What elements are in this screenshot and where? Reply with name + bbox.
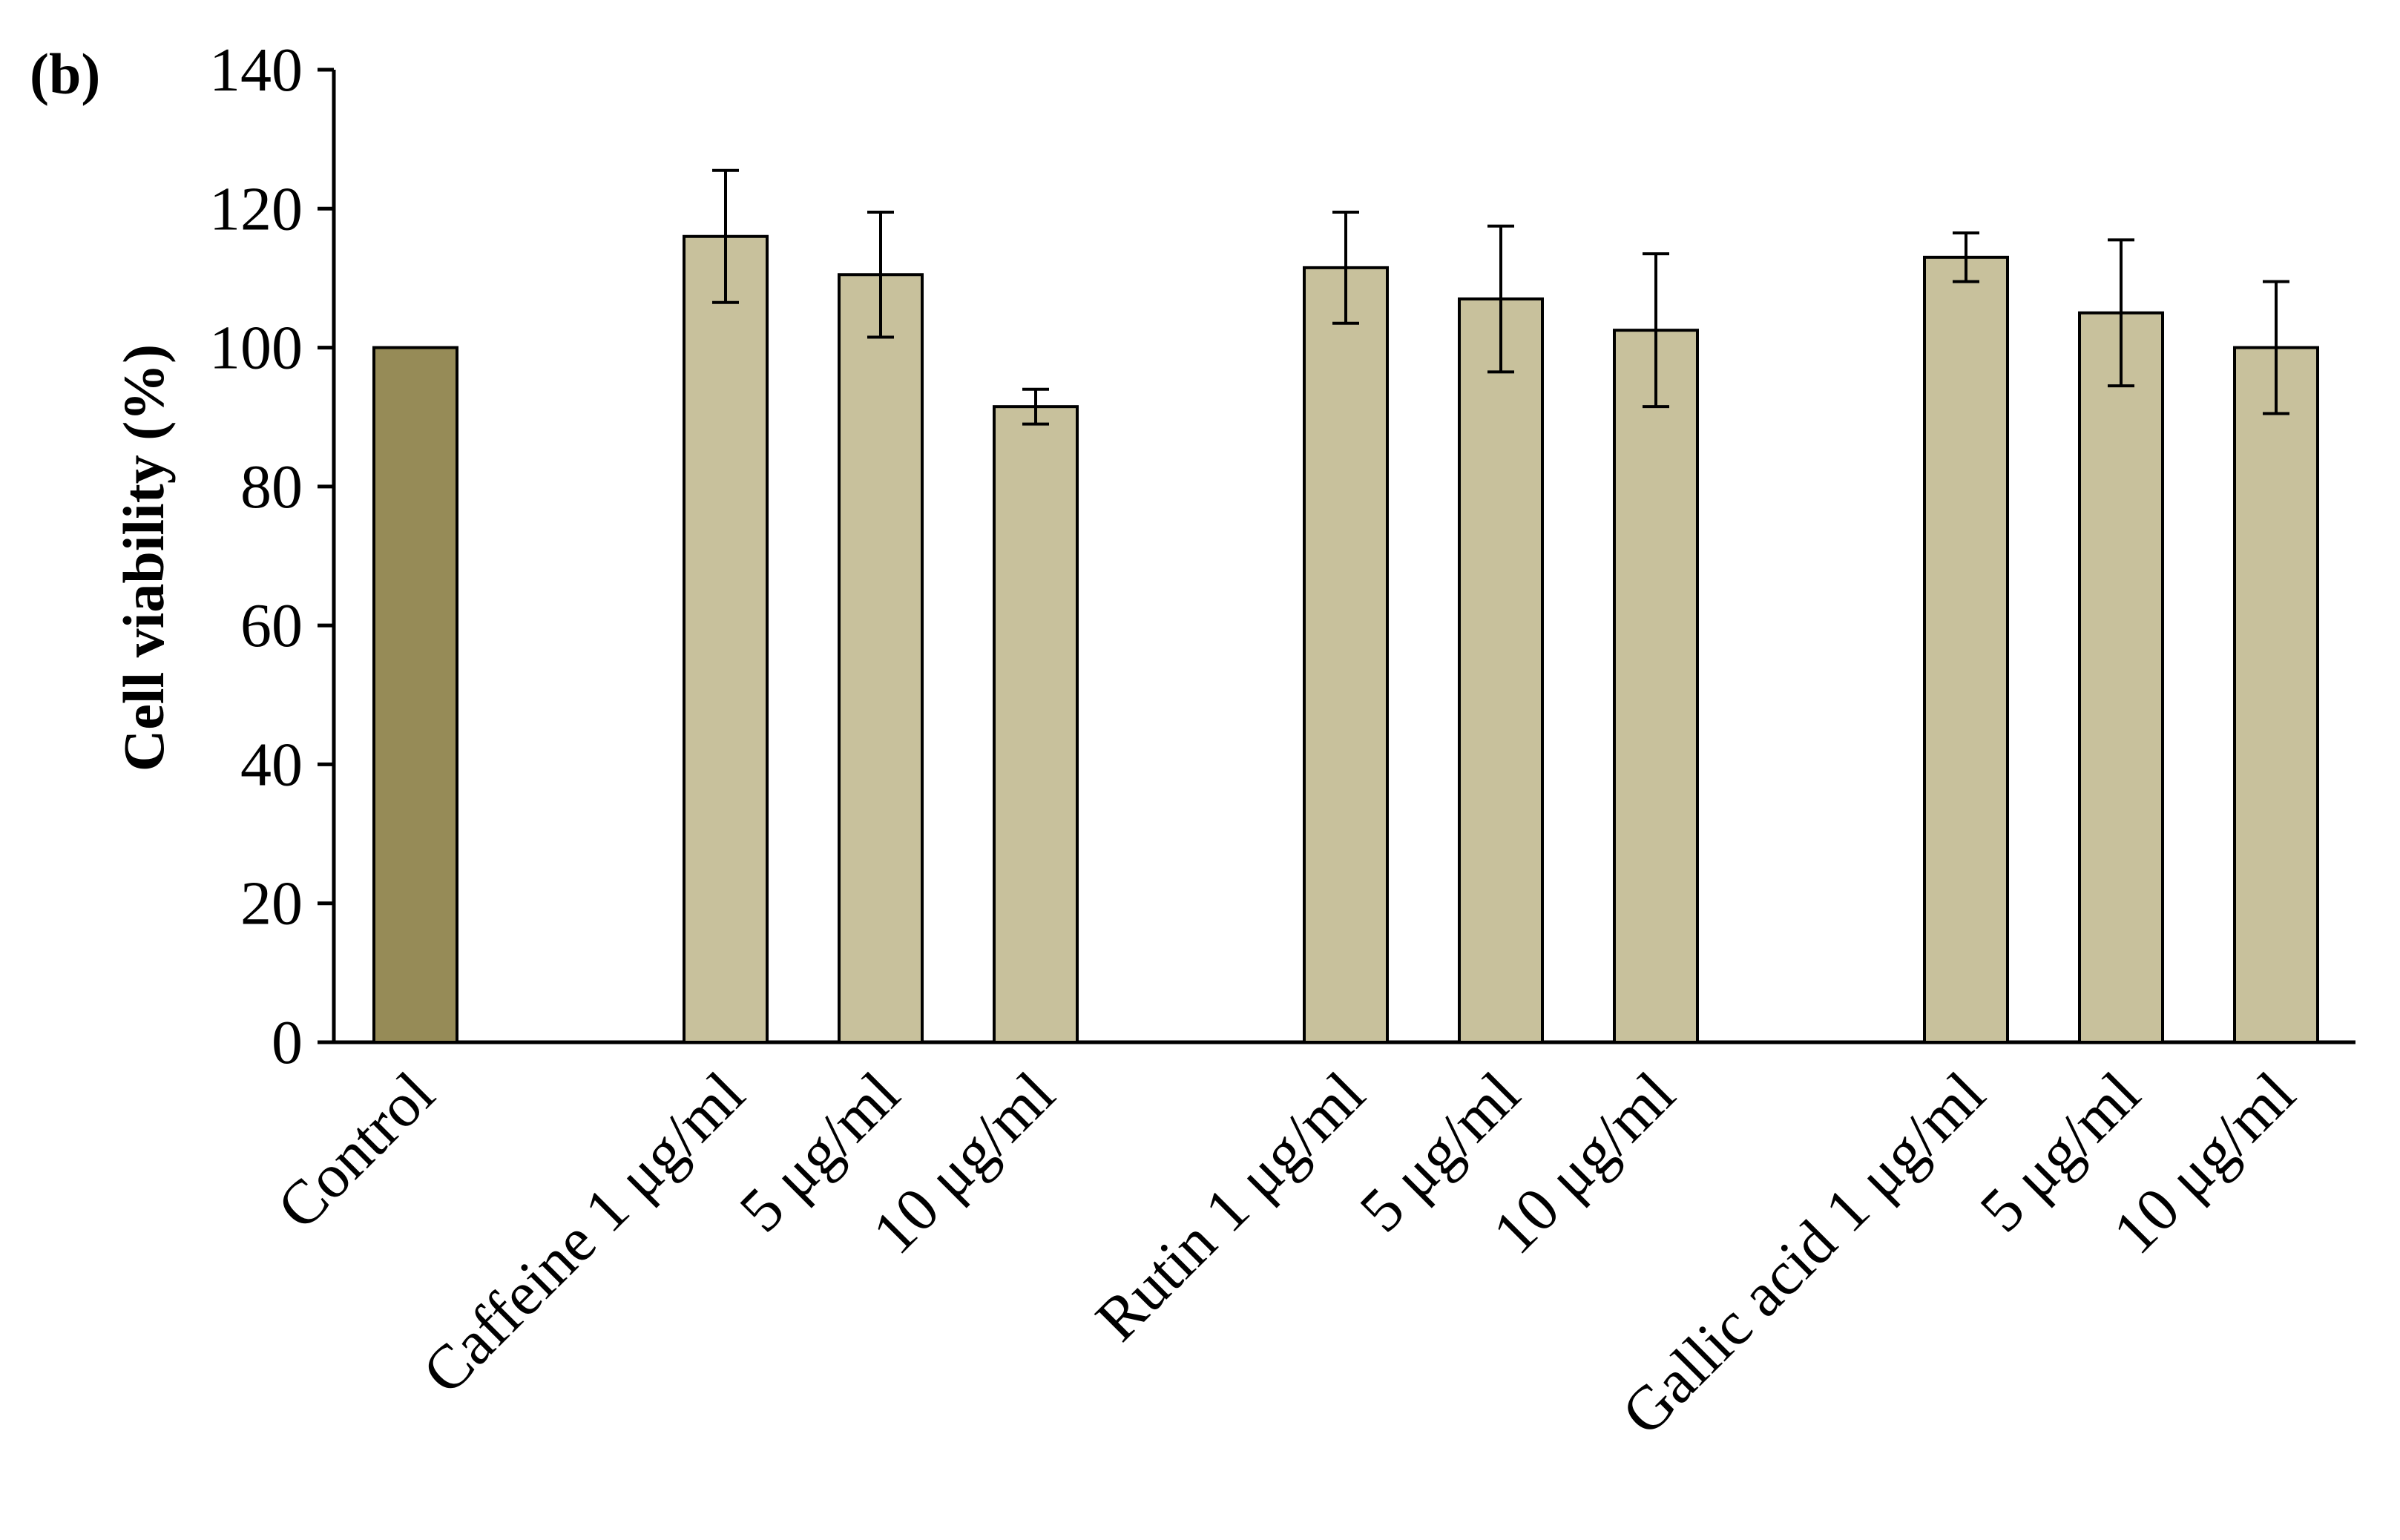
error-bars (712, 168, 2289, 426)
panel-label: (b) (30, 42, 100, 106)
y-tick-label: 120 (209, 174, 303, 243)
bar (2078, 311, 2164, 1044)
y-tick-label: 140 (209, 36, 303, 105)
error-bar (2263, 280, 2289, 415)
bar (2233, 346, 2319, 1044)
y-ticks: 0 20 40 60 80 100 120 140 (209, 36, 334, 1077)
y-tick-label: 20 (240, 869, 303, 938)
bar (1613, 329, 1699, 1044)
y-axis-title: Cell viability (%) (111, 344, 176, 771)
bar (683, 234, 769, 1044)
y-tick-label: 40 (240, 730, 303, 799)
bar (993, 405, 1079, 1044)
y-tick-label: 100 (209, 314, 303, 383)
y-tick-label: 0 (272, 1008, 303, 1077)
x-tick-label: Control (264, 1059, 447, 1243)
error-bar (1953, 231, 1979, 283)
bar (838, 273, 924, 1044)
bar (1303, 266, 1389, 1044)
y-tick-label: 60 (240, 591, 303, 660)
x-tick-label: Rutin 1 μg/ml (1082, 1059, 1378, 1355)
bar (372, 346, 458, 1044)
error-bar (1332, 210, 1359, 325)
error-bar (1022, 387, 1049, 426)
error-bar (1487, 224, 1514, 374)
error-bar (2108, 238, 2134, 388)
bar (1923, 255, 2009, 1044)
error-bar (712, 168, 739, 304)
error-bar (1643, 252, 1669, 409)
error-bar (867, 210, 894, 339)
y-tick-label: 80 (240, 453, 303, 521)
x-tick-label: Caffeine 1 μg/ml (410, 1059, 757, 1407)
bar (1458, 297, 1544, 1044)
bars (372, 234, 2319, 1044)
